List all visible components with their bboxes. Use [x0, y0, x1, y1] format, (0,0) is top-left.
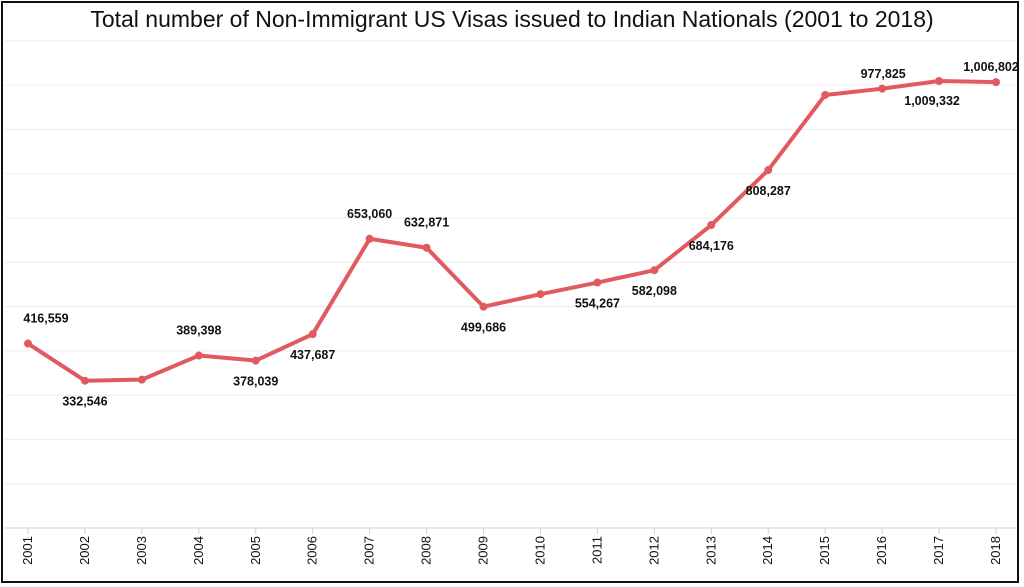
data-point [935, 77, 944, 86]
data-label: 389,398 [176, 324, 221, 338]
series-line [26, 79, 998, 383]
data-labels: 416,559 332,546 389,398 378,039 437,687 653,0… [23, 60, 1018, 409]
data-label: 808,287 [746, 184, 791, 198]
x-tick-label: 2008 [419, 536, 434, 565]
x-tick-label: 2009 [476, 536, 491, 565]
x-tick-label: 2016 [874, 536, 889, 565]
data-label: 416,559 [23, 312, 68, 326]
data-label: 1,009,332 [904, 94, 960, 108]
data-point [764, 166, 773, 175]
data-point [194, 351, 203, 360]
gridlines [5, 40, 1017, 485]
data-label: 653,060 [347, 207, 392, 221]
x-tick-label: 2003 [134, 536, 149, 565]
data-point [821, 90, 830, 99]
data-label: 332,546 [62, 395, 107, 409]
data-point [365, 234, 374, 243]
x-tick-label: 2004 [191, 536, 206, 565]
data-point [251, 356, 260, 365]
data-point [308, 330, 317, 339]
x-tick-label: 2017 [931, 536, 946, 565]
x-tick-label: 2005 [248, 536, 263, 565]
x-axis: 2001 2002 2003 2004 2005 2006 2007 2008 2009 2010… [5, 527, 1017, 565]
data-label: 554,267 [575, 297, 620, 311]
data-label: 977,825 [861, 67, 906, 81]
x-tick-label: 2001 [20, 536, 35, 565]
data-label: 499,686 [461, 321, 506, 335]
data-point [80, 376, 89, 385]
x-tick-label: 2010 [532, 536, 547, 565]
x-tick-label: 2015 [817, 536, 832, 565]
data-label: 684,176 [689, 239, 734, 253]
x-tick-label: 2011 [589, 536, 604, 564]
x-tick-label: 2018 [988, 536, 1003, 565]
data-label: 1,006,802 [963, 60, 1019, 74]
data-point [422, 243, 431, 252]
x-tick-label: 2007 [362, 536, 377, 565]
data-point [479, 302, 488, 311]
x-tick-label: 2014 [760, 536, 775, 565]
chart-title: Total number of Non-Immigrant US Visas i… [90, 6, 934, 32]
data-label: 582,098 [632, 284, 677, 298]
x-tick-label: 2002 [77, 536, 92, 565]
x-tick-label: 2013 [703, 536, 718, 565]
data-point [707, 221, 716, 230]
data-point [24, 339, 32, 348]
data-label: 378,039 [233, 375, 278, 389]
series-line-layer [26, 79, 998, 383]
data-points [24, 77, 1000, 385]
data-point [137, 375, 146, 384]
data-label: 632,871 [404, 216, 449, 230]
data-point [992, 78, 1000, 87]
data-label: 437,687 [290, 348, 335, 362]
data-point [650, 266, 659, 275]
data-point [593, 278, 602, 287]
data-point [878, 84, 887, 93]
x-tick-label: 2006 [305, 536, 320, 565]
data-point [536, 290, 545, 299]
x-tick-label: 2012 [646, 536, 661, 565]
